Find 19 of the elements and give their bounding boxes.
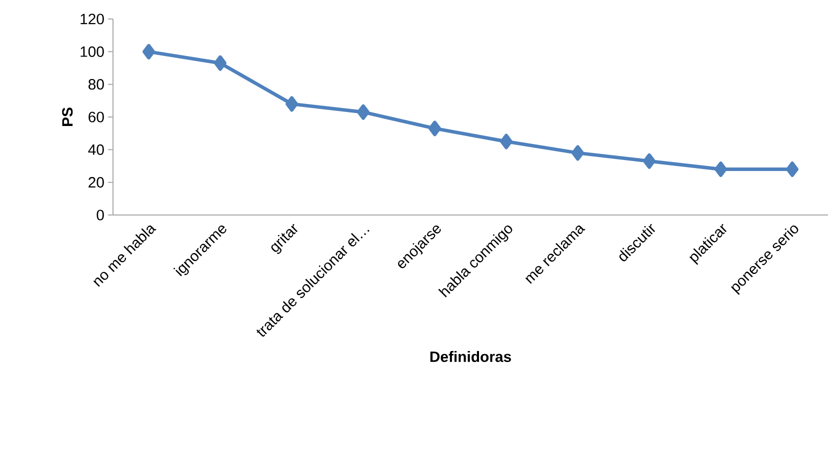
point	[428, 120, 441, 136]
point	[357, 104, 370, 120]
point	[786, 162, 799, 178]
y-axis-title: PS	[62, 108, 73, 126]
y-tick-label: 60	[88, 112, 104, 122]
y-tick-label: 100	[80, 46, 104, 57]
y-tick-label: 120	[80, 14, 104, 24]
point	[714, 162, 728, 178]
point	[572, 145, 584, 161]
point	[214, 55, 226, 71]
y-tick-label: 80	[88, 79, 104, 90]
point	[142, 44, 155, 60]
y-tick-label: 20	[88, 177, 104, 188]
y-tick-label: 0	[96, 210, 104, 220]
point	[643, 153, 656, 169]
point	[500, 134, 512, 150]
x-axis-title: Definidoras	[430, 351, 511, 362]
point	[286, 96, 298, 112]
y-tick-label: 40	[88, 144, 104, 155]
